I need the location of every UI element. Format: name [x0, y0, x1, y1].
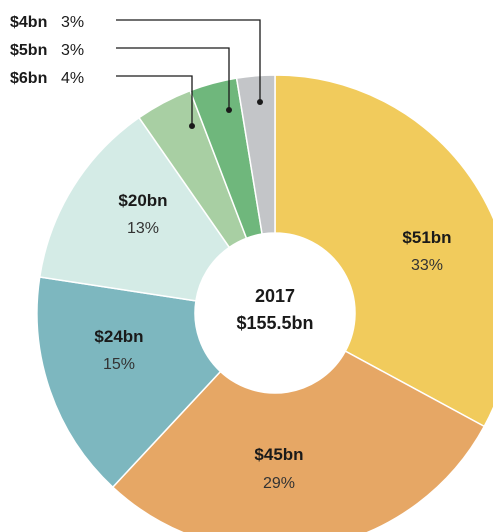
- slice-value-label-2: $24bn: [94, 327, 143, 346]
- callout-percent-label-6: 3%: [61, 14, 84, 31]
- callout-percent-label-4: 4%: [61, 70, 84, 87]
- slice-value-label-1: $45bn: [254, 445, 303, 464]
- callout-dot-4: [189, 123, 195, 129]
- slice-value-label-0: $51bn: [402, 228, 451, 247]
- callout-dot-5: [226, 107, 232, 113]
- slice-percent-label-2: 15%: [103, 356, 135, 373]
- callout-value-label-6: $4bn: [10, 14, 47, 31]
- slice-percent-label-3: 13%: [127, 220, 159, 237]
- callout-percent-label-5: 3%: [61, 42, 84, 59]
- callout-dot-6: [257, 99, 263, 105]
- slice-percent-label-0: 33%: [411, 257, 443, 274]
- callout-value-label-4: $6bn: [10, 70, 47, 87]
- slice-value-label-3: $20bn: [118, 191, 167, 210]
- slice-percent-label-1: 29%: [263, 475, 295, 492]
- callout-value-label-5: $5bn: [10, 42, 47, 59]
- center-total-label: $155.5bn: [236, 313, 313, 333]
- center-year-label: 2017: [255, 286, 295, 306]
